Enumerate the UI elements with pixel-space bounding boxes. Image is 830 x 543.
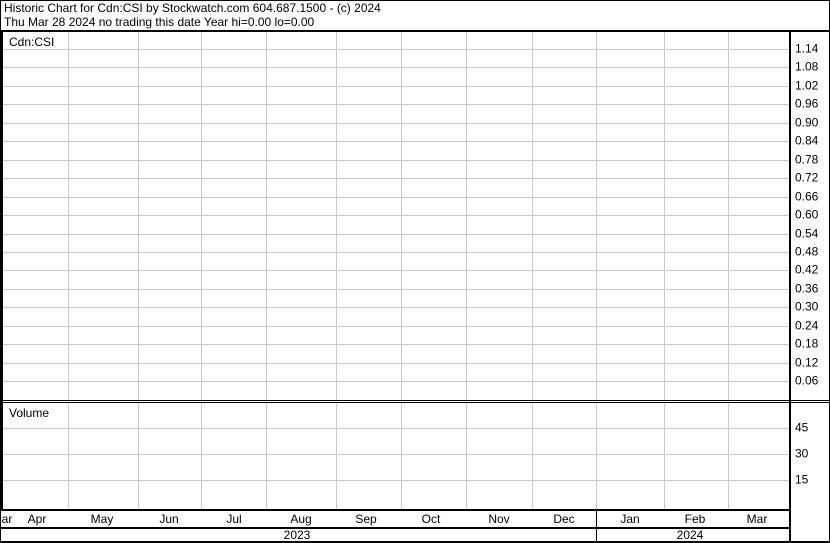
horizontal-gridline [3, 428, 789, 429]
vertical-gridline [266, 403, 267, 509]
vertical-gridline [596, 32, 597, 400]
volume-tick-label: 45 [795, 420, 809, 435]
horizontal-gridline [3, 270, 789, 271]
volume-chart-title: Volume [9, 406, 50, 420]
month-label: Oct [421, 512, 441, 526]
vertical-gridline [532, 403, 533, 509]
price-tick-label: 0.30 [795, 299, 819, 314]
horizontal-gridline [3, 86, 789, 87]
month-label: Feb [684, 512, 706, 526]
horizontal-gridline [3, 326, 789, 327]
horizontal-gridline [3, 344, 789, 345]
horizontal-gridline [3, 307, 789, 308]
vertical-gridline [336, 32, 337, 400]
horizontal-gridline [3, 123, 789, 124]
volume-tick-label: 30 [795, 446, 809, 461]
price-tick-label: 0.72 [795, 170, 819, 185]
vertical-gridline [68, 403, 69, 509]
price-tick-label: 0.90 [795, 115, 819, 130]
month-label: Nov [488, 512, 510, 526]
price-tick-label: 0.06 [795, 373, 819, 388]
price-tick-label: 1.14 [795, 41, 819, 56]
horizontal-gridline [3, 381, 789, 382]
price-tick-label: 0.12 [795, 355, 819, 370]
vertical-gridline [201, 403, 202, 509]
horizontal-gridline [3, 454, 789, 455]
vertical-gridline [466, 32, 467, 400]
price-tick-label: 1.08 [795, 59, 819, 74]
horizontal-gridline [3, 289, 789, 290]
price-tick-label: 0.42 [795, 262, 819, 277]
vertical-gridline [728, 32, 729, 400]
volume-tick-label: 15 [795, 472, 809, 487]
month-label: Jun [159, 512, 179, 526]
horizontal-gridline [3, 67, 789, 68]
price-tick-label: 0.60 [795, 207, 819, 222]
horizontal-gridline [3, 104, 789, 105]
month-label: Mar [746, 512, 768, 526]
horizontal-gridline [3, 49, 789, 50]
vertical-gridline [596, 403, 597, 509]
horizontal-gridline [3, 252, 789, 253]
vertical-gridline [201, 32, 202, 400]
month-label: Aug [290, 512, 312, 526]
vertical-gridline [664, 32, 665, 400]
price-tick-label: 0.66 [795, 189, 819, 204]
vertical-gridline [532, 32, 533, 400]
price-tick-label: 0.96 [795, 96, 819, 111]
horizontal-gridline [3, 215, 789, 216]
price-tick-label: 0.36 [795, 281, 819, 296]
price-tick-label: 1.02 [795, 78, 819, 93]
price-tick-label: 0.24 [795, 318, 819, 333]
price-tick-label: 0.84 [795, 133, 819, 148]
vertical-gridline [336, 403, 337, 509]
vertical-gridline [401, 403, 402, 509]
vertical-gridline [466, 403, 467, 509]
month-label: Sep [355, 512, 377, 526]
month-label: Apr [27, 512, 47, 526]
year-label: 2023 [283, 528, 311, 542]
month-label: Dec [553, 512, 575, 526]
year-label: 2024 [676, 528, 704, 542]
month-label: Jan [620, 512, 640, 526]
chart-header-status: Thu Mar 28 2024 no trading this date Yea… [4, 15, 315, 29]
vertical-gridline [138, 403, 139, 509]
month-label: ar [1, 512, 13, 526]
price-tick-label: 0.48 [795, 244, 819, 259]
price-chart-title: Cdn:CSI [9, 35, 55, 49]
vertical-gridline [68, 32, 69, 400]
vertical-gridline [401, 32, 402, 400]
vertical-gridline [138, 32, 139, 400]
horizontal-gridline [3, 234, 789, 235]
month-label: Jul [226, 512, 242, 526]
vertical-gridline [728, 403, 729, 509]
horizontal-gridline [3, 197, 789, 198]
vertical-gridline [266, 32, 267, 400]
horizontal-gridline [3, 141, 789, 142]
month-label: May [90, 512, 114, 526]
horizontal-gridline [3, 363, 789, 364]
horizontal-gridline [3, 160, 789, 161]
price-tick-label: 0.18 [795, 336, 819, 351]
price-tick-label: 0.54 [795, 226, 819, 240]
horizontal-gridline [3, 480, 789, 481]
price-tick-label: 0.78 [795, 152, 819, 167]
horizontal-gridline [3, 178, 789, 179]
chart-header-title: Historic Chart for Cdn:CSI by Stockwatch… [4, 1, 381, 15]
vertical-gridline [664, 403, 665, 509]
